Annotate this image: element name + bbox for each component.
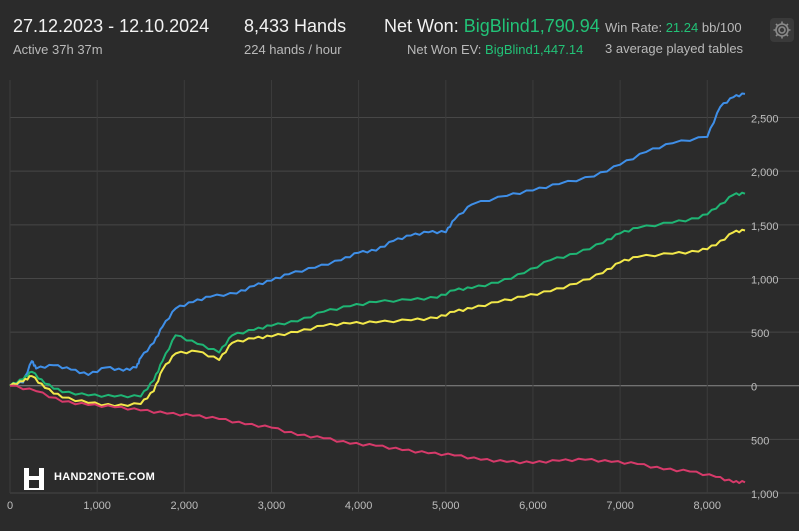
net-won: Net Won: BigBlind1,790.94 (384, 16, 600, 37)
series-lines (9, 92, 746, 485)
logo-text: HAND2NOTE.COM (54, 471, 156, 483)
x-tick-label: 5,000 (432, 500, 460, 512)
x-tick-label: 0 (7, 500, 13, 512)
header: 27.12.2023 - 12.10.2024 Active 37h 37m 8… (0, 0, 799, 80)
y-tick-label: 1,500 (751, 221, 779, 233)
series-line-1 (9, 191, 746, 399)
win-rate-unit: bb/100 (698, 20, 742, 35)
chart-area: 2,500 2,000 1,500 1,000 500 0 500 1,000 0 1,000 2… (0, 80, 799, 526)
gear-icon (773, 21, 791, 39)
y-tick-label: 2,500 (751, 114, 779, 126)
y-tick-label: 0 (751, 382, 757, 394)
hand2note-logo-icon (24, 468, 44, 490)
x-tick-label: 7,000 (606, 500, 634, 512)
average-tables: 3 average played tables (605, 41, 744, 56)
y-tick-label: 1,000 (751, 489, 779, 501)
win-rate-label: Win Rate: (605, 20, 666, 35)
x-tick-label: 6,000 (519, 500, 547, 512)
x-axis-ticks: 0 1,000 2,000 3,000 4,000 5,000 6,000 7,000 8,00… (7, 500, 721, 512)
x-tick-label: 3,000 (258, 500, 286, 512)
y-tick-label: 1,000 (751, 274, 779, 286)
series-line-3 (9, 384, 746, 485)
grid (9, 80, 799, 494)
hands-count: 8,433 Hands (244, 16, 347, 36)
series-line-0 (9, 92, 746, 387)
x-tick-label: 1,000 (83, 500, 111, 512)
net-won-ev-label: Net Won EV: (407, 42, 486, 57)
net-won-value: BigBlind1,790.94 (463, 16, 600, 36)
y-tick-label: 2,000 (751, 167, 779, 179)
net-won-ev-value: BigBlind1,447.14 (485, 42, 584, 57)
win-rate-value: 21.24 (665, 20, 699, 35)
hands-per-hour: 224 hands / hour (244, 42, 342, 57)
y-axis-ticks: 2,500 2,000 1,500 1,000 500 0 500 1,000 (751, 114, 779, 501)
series-line-2 (9, 228, 746, 408)
x-tick-label: 8,000 (693, 500, 721, 512)
x-tick-label: 4,000 (345, 500, 373, 512)
active-time: Active 37h 37m (13, 42, 103, 57)
x-tick-label: 2,000 (171, 500, 199, 512)
net-won-label: Net Won: (384, 16, 464, 36)
win-rate: Win Rate: 21.24 bb/100 (605, 20, 742, 35)
y-tick-label: 500 (751, 328, 769, 340)
settings-button[interactable] (770, 18, 794, 42)
date-range: 27.12.2023 - 12.10.2024 (13, 16, 210, 36)
y-tick-label: 500 (751, 435, 769, 447)
net-won-ev: Net Won EV: BigBlind1,447.14 (407, 42, 583, 57)
